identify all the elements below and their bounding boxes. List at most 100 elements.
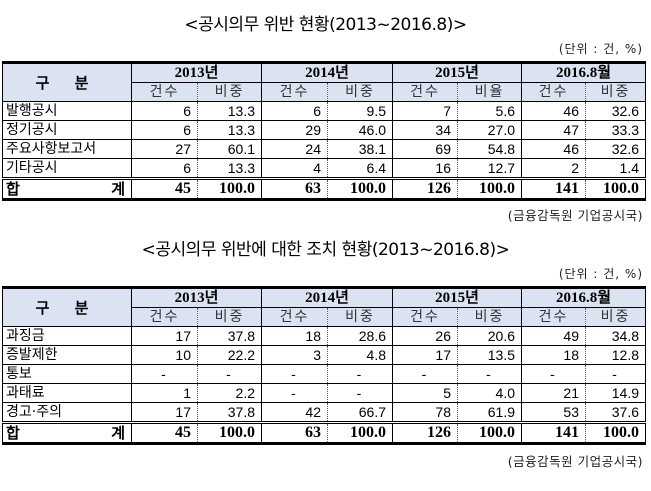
cell-value: 42 <box>261 402 328 423</box>
total-value: 100.0 <box>327 177 393 201</box>
row-label: 발행공시 <box>2 101 132 121</box>
table2-header-year-2014: 2014년 <box>261 286 393 308</box>
cell-value: - <box>327 383 393 403</box>
table1-subheader: 비중 <box>197 82 262 102</box>
row-label: 주요사항보고서 <box>2 139 132 159</box>
cell-value: 14.9 <box>585 383 646 403</box>
cell-value: 13.3 <box>197 158 262 179</box>
table1-header-category: 구 분 <box>2 61 132 102</box>
table-row: 발행공시 6 13.3 6 9.5 7 5.6 46 32.6 <box>2 101 646 121</box>
cell-value: 4.0 <box>457 383 522 403</box>
table2-source: (금융감독원 기업공시국) <box>507 454 643 469</box>
cell-value: 33.3 <box>585 120 646 140</box>
table1-source: (금융감독원 기업공시국) <box>507 208 643 223</box>
cell-value: 34 <box>392 120 458 140</box>
cell-value: 2.2 <box>197 383 262 403</box>
table2-subheader: 비중 <box>457 307 522 327</box>
table-row: 통보 - - - - - - - - <box>2 364 646 384</box>
total-value: 141 <box>521 421 586 445</box>
cell-value: 5.6 <box>457 101 522 121</box>
cell-value: 6 <box>261 101 328 121</box>
cell-value: 4 <box>261 158 328 179</box>
cell-value: 54.8 <box>457 139 522 159</box>
total-value: 141 <box>521 177 586 201</box>
row-label: 증발제한 <box>2 345 132 365</box>
cell-value: - <box>131 364 198 384</box>
total-value: 100.0 <box>197 421 262 445</box>
total-value: 100.0 <box>585 177 646 201</box>
total-value: 100.0 <box>457 421 522 445</box>
cell-value: 46.0 <box>327 120 393 140</box>
total-label: 합 계 <box>2 177 132 201</box>
table1-header-year-2013: 2013년 <box>131 61 262 83</box>
table2-title: <공시의무 위반에 대한 조치 현황(2013~2016.8)> <box>141 240 510 260</box>
cell-value: 47 <box>521 120 586 140</box>
cell-value: 27 <box>131 139 198 159</box>
cell-value: - <box>521 364 586 384</box>
cell-value: 16 <box>392 158 458 179</box>
row-label: 과태료 <box>2 383 132 403</box>
cell-value: 34.8 <box>585 326 646 346</box>
table1-disclosure-violations: 구 분 2013년 2014년 2015년 2016.8월 건수 비중 건수 비… <box>2 61 646 201</box>
table2-unit-label: (단위 : 건, %) <box>558 267 643 281</box>
cell-value: 26 <box>392 326 458 346</box>
cell-value: 1 <box>131 383 198 403</box>
table2-subheader: 건수 <box>261 307 328 327</box>
row-label: 과징금 <box>2 326 132 346</box>
cell-value: 13.5 <box>457 345 522 365</box>
table-row: 과태료 1 2.2 - - 5 4.0 21 14.9 <box>2 383 646 403</box>
table1-header-sub: 건수 비중 건수 비중 건수 비율 건수 비중 <box>3 82 646 102</box>
cell-value: - <box>197 364 262 384</box>
cell-value: 12.8 <box>585 345 646 365</box>
table1-subheader: 비율 <box>457 82 522 102</box>
table1-subheader: 건수 <box>261 82 328 102</box>
cell-value: 29 <box>261 120 328 140</box>
cell-value: 24 <box>261 139 328 159</box>
table1-header-years: 구 분 2013년 2014년 2015년 2016.8월 <box>2 61 646 102</box>
table-row: 주요사항보고서 27 60.1 24 38.1 69 54.8 46 32.6 <box>2 139 646 159</box>
total-value: 100.0 <box>197 177 262 201</box>
table-row: 기타공시 6 13.3 4 6.4 16 12.7 2 1.4 <box>2 158 646 179</box>
cell-value: 12.7 <box>457 158 522 179</box>
table2-enforcement-actions: 구 분 2013년 2014년 2015년 2016.8월 건수 비중 건수 비… <box>2 286 646 445</box>
cell-value: 10 <box>131 345 198 365</box>
table1-title: <공시의무 위반 현황(2013~2016.8)> <box>184 15 467 35</box>
cell-value: 22.2 <box>197 345 262 365</box>
cell-value: - <box>261 364 328 384</box>
cell-value: 78 <box>392 402 458 423</box>
cell-value: 13.3 <box>197 120 262 140</box>
cell-value: 17 <box>131 402 198 423</box>
cell-value: - <box>261 383 328 403</box>
table2-header-sub: 건수 비중 건수 비중 건수 비중 건수 비중 <box>3 307 646 327</box>
table1-unit-label: (단위 : 건, %) <box>558 42 643 56</box>
cell-value: 20.6 <box>457 326 522 346</box>
table1-subheader: 건수 <box>392 82 458 102</box>
table2-subheader: 건수 <box>392 307 458 327</box>
cell-value: 6.4 <box>327 158 393 179</box>
cell-value: 2 <box>521 158 586 179</box>
cell-value: 60.1 <box>197 139 262 159</box>
cell-value: - <box>585 364 646 384</box>
cell-value: 9.5 <box>327 101 393 121</box>
cell-value: 6 <box>131 101 198 121</box>
table1-header-year-2016-8: 2016.8월 <box>521 61 646 83</box>
cell-value: 18 <box>261 326 328 346</box>
total-value: 100.0 <box>457 177 522 201</box>
table2-header-category: 구 분 <box>2 286 132 327</box>
total-value: 126 <box>392 177 458 201</box>
cell-value: 53 <box>521 402 586 423</box>
total-value: 100.0 <box>585 421 646 445</box>
cell-value: 17 <box>131 326 198 346</box>
cell-value: 3 <box>261 345 328 365</box>
total-label: 합 계 <box>2 421 132 445</box>
row-label: 기타공시 <box>2 158 132 179</box>
table2-header-year-2013: 2013년 <box>131 286 262 308</box>
table2-header-year-2015: 2015년 <box>392 286 522 308</box>
cell-value: 1.4 <box>585 158 646 179</box>
cell-value: - <box>457 364 522 384</box>
cell-value: 46 <box>521 139 586 159</box>
table-row: 경고·주의 17 37.8 42 66.7 78 61.9 53 37.6 <box>2 402 646 423</box>
cell-value: 13.3 <box>197 101 262 121</box>
cell-value: 61.9 <box>457 402 522 423</box>
cell-value: 32.6 <box>585 101 646 121</box>
